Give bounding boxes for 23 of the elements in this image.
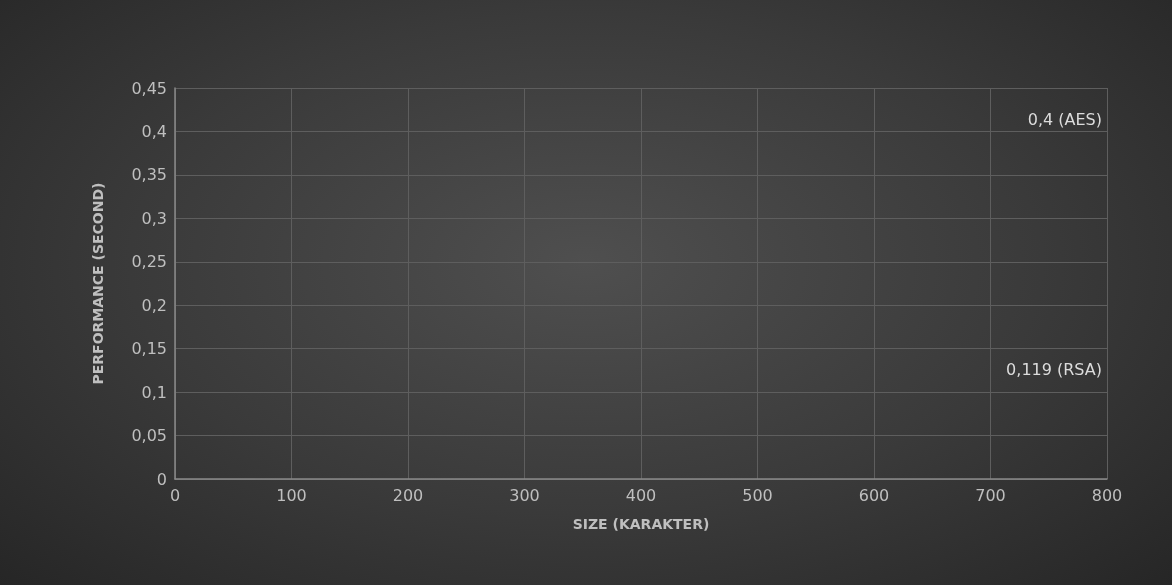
y-tick-label: 0,2 — [141, 295, 167, 315]
x-tick-label: 100 — [276, 485, 307, 505]
y-tick-label: 0,05 — [131, 426, 167, 446]
y-tick-label: 0,25 — [131, 252, 167, 272]
y-tick-label: 0,4 — [141, 121, 167, 141]
y-tick-label: 0,15 — [131, 339, 167, 359]
x-tick-label: 300 — [509, 485, 540, 505]
x-tick-label: 500 — [742, 485, 773, 505]
x-axis-title: SIZE (KARAKTER) — [572, 516, 710, 532]
x-tick-label: 400 — [625, 485, 657, 505]
annotation: 0,4 (AES) — [1027, 109, 1103, 129]
x-tick-label: 800 — [1091, 485, 1123, 505]
x-tick-label: 700 — [975, 485, 1006, 505]
y-tick-label: 0,1 — [141, 382, 167, 402]
x-tick-label: 600 — [858, 485, 890, 505]
y-tick-label: 0 — [156, 469, 167, 489]
annotation: 0,119 (RSA) — [1006, 359, 1102, 379]
y-tick-label: 0,35 — [131, 165, 167, 185]
y-tick-label: 0,3 — [141, 208, 167, 228]
y-axis-title: PERFORMANCE (SECOND) — [90, 182, 106, 385]
x-tick-label: 0 — [169, 485, 181, 505]
y-tick-label: 0,45 — [131, 78, 167, 98]
x-tick-label: 200 — [392, 485, 424, 505]
